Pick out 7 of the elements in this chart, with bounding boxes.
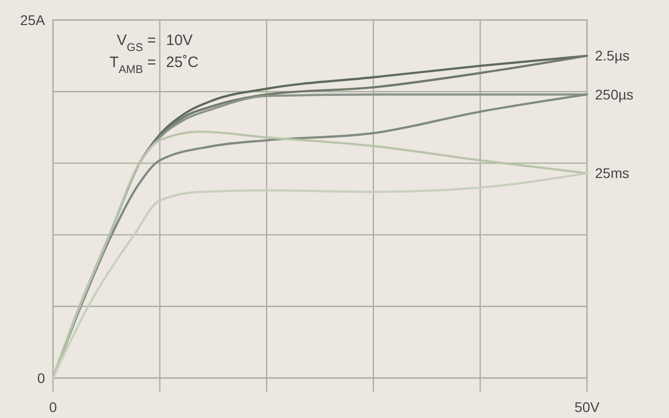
- y-tick-label: 25A: [20, 12, 46, 28]
- series-label: 250µs: [595, 86, 634, 102]
- annotation: V$_{GS}$ = 10V: [116, 32, 193, 54]
- annotation: T$_{AMB}$ = 25˚C: [110, 54, 199, 76]
- series-label: 25ms: [595, 165, 630, 182]
- x-tick-label: 50V: [574, 399, 600, 415]
- series-label: 2.5µs: [595, 48, 630, 64]
